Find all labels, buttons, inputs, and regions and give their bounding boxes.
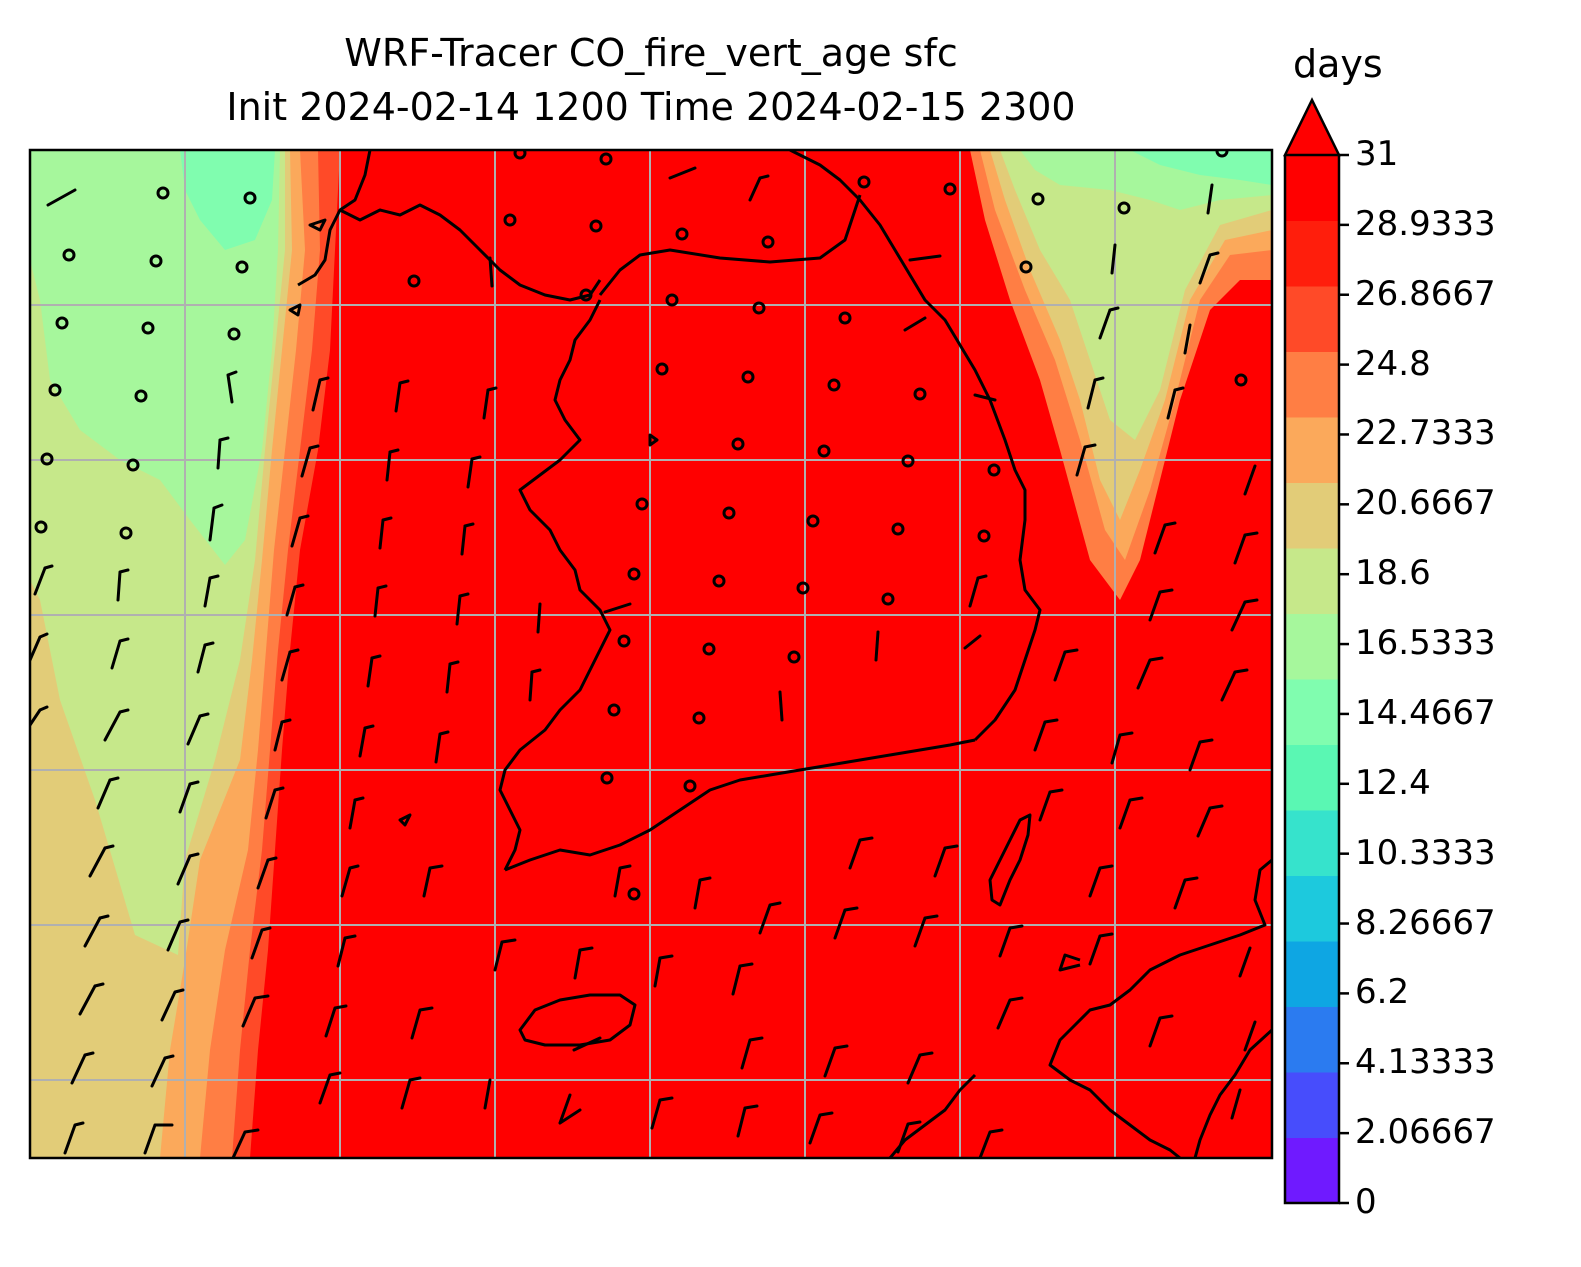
map-gridlines [30,150,1272,1158]
colorbar-segment [1285,810,1339,876]
colorbar [1282,97,1349,1205]
colorbar-segment [1285,1137,1339,1204]
coastline-tsushima [988,813,1032,907]
east-band-yellowgreen [1000,150,1272,440]
colorbar-segment [1285,351,1339,418]
map-frame [28,148,1274,1160]
colorbar-tick-label: 22.7333 [1355,413,1496,454]
colorbar-unit-label: days [1293,42,1383,86]
colorbar-frame [1283,155,1341,1205]
coastline-yellow-sea-islands [288,218,659,827]
colorbar-segment [1285,613,1339,680]
east-band-cyan-green [1130,150,1272,185]
colorbar-tick-label: 18.6 [1355,553,1431,594]
coastline-liaodong [598,194,862,296]
colorbar-segment [1285,155,1339,221]
coastline-jeju [518,993,637,1047]
colorbar-segment [1285,744,1339,811]
colorbar-tick-label: 2.06667 [1355,1112,1496,1153]
coastlines [288,150,1272,1158]
map-title-line2: Init 2024-02-14 1200 Time 2024-02-15 230… [226,85,1076,129]
colorbar-segment [1285,679,1339,745]
colorbar-tick-label: 4.13333 [1355,1042,1496,1083]
wind-barbs [30,150,1259,1158]
colorbar-tick-label: 14.4667 [1355,692,1496,733]
map-plot-area [30,150,1272,1158]
colorbar-tick-label: 12.4 [1355,762,1431,803]
colorbar-tick-label: 0 [1355,1182,1377,1222]
colorbar-tick-label: 20.6667 [1355,483,1496,524]
colorbar-segment [1285,417,1339,483]
colorbar-segment [1285,1006,1339,1073]
colorbar-segment [1285,286,1339,352]
colorbar-extend-arrow [1282,97,1342,157]
colorbar-tick-label: 31 [1355,134,1399,174]
map-title-line1: WRF-Tracer CO_fire_vert_age sfc [344,31,958,75]
coastline-korea-south [504,738,976,872]
colorbar-segment [1285,220,1339,287]
colorbar-tick-label: 28.9333 [1355,203,1496,244]
colorbar-tick-label: 6.2 [1355,972,1410,1013]
colorbar-segment [1285,1072,1339,1138]
colorbar-segment [1285,482,1339,549]
barbs-west [30,188,330,1158]
colorbar-segment [1285,875,1339,942]
colorbar-tick-label: 8.26667 [1355,902,1496,943]
colorbar-tick-label: 10.3333 [1355,832,1496,873]
colorbar-segment [1285,941,1339,1007]
coastline-korea-west [498,299,612,871]
colorbar-segment [1285,548,1339,614]
west-band-cyan-green [180,150,275,250]
coastline-japan-kyushu [1048,858,1272,1158]
colorbar-tick-label: 16.5333 [1355,623,1496,664]
colorbar-tick-label: 26.8667 [1355,273,1496,314]
barbs-central [318,166,1259,1158]
coastline-china-north [297,150,602,302]
calm-circles [34,150,1248,901]
colorbar-tick-label: 24.8 [1355,343,1431,384]
